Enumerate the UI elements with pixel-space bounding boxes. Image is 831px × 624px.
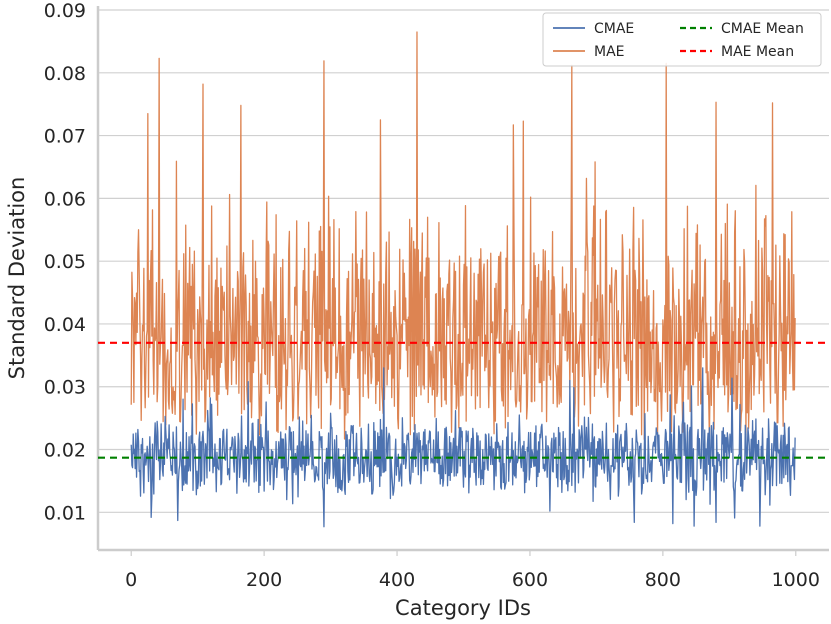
y-tick-label: 0.03 bbox=[44, 377, 86, 399]
y-tick-label: 0.08 bbox=[44, 63, 86, 85]
x-tick-label: 400 bbox=[379, 569, 415, 591]
legend-label-cmae-mean: CMAE Mean bbox=[721, 21, 804, 37]
axes bbox=[96, 6, 829, 556]
y-tick-label: 0.02 bbox=[44, 440, 86, 462]
series-line-mae bbox=[130, 31, 796, 440]
x-tick-label: 200 bbox=[246, 569, 282, 591]
legend-label-mae: MAE bbox=[594, 44, 625, 60]
x-tick-label: 600 bbox=[512, 569, 548, 591]
y-tick-label: 0.07 bbox=[44, 126, 86, 148]
y-tick-label: 0.09 bbox=[44, 0, 86, 22]
legend-label-cmae: CMAE bbox=[594, 21, 634, 37]
series-line-cmae bbox=[130, 367, 796, 528]
y-axis-title: Standard Deviation bbox=[5, 177, 29, 380]
y-tick-label: 0.05 bbox=[44, 251, 86, 273]
x-tick-label: 0 bbox=[125, 569, 137, 591]
y-tick-label: 0.04 bbox=[44, 314, 86, 336]
legend-box bbox=[542, 12, 822, 67]
series-layer bbox=[98, 31, 829, 528]
y-tick-label: 0.01 bbox=[44, 502, 86, 524]
x-tick-label: 800 bbox=[645, 569, 681, 591]
x-axis-title: Category IDs bbox=[395, 596, 531, 620]
legend-label-mae-mean: MAE Mean bbox=[721, 44, 794, 60]
x-tick-label: 1000 bbox=[772, 569, 820, 591]
y-tick-label: 0.06 bbox=[44, 188, 86, 210]
tick-labels: 0.01 0.02 0.03 0.04 0.05 0.06 0.07 0.08 0.09 0 200… bbox=[44, 0, 820, 591]
legend: CMAE MAE CMAE Mean MAE Mean bbox=[542, 12, 822, 67]
